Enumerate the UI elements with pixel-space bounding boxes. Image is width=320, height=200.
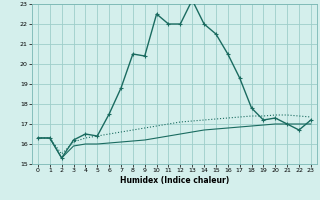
X-axis label: Humidex (Indice chaleur): Humidex (Indice chaleur) (120, 176, 229, 185)
